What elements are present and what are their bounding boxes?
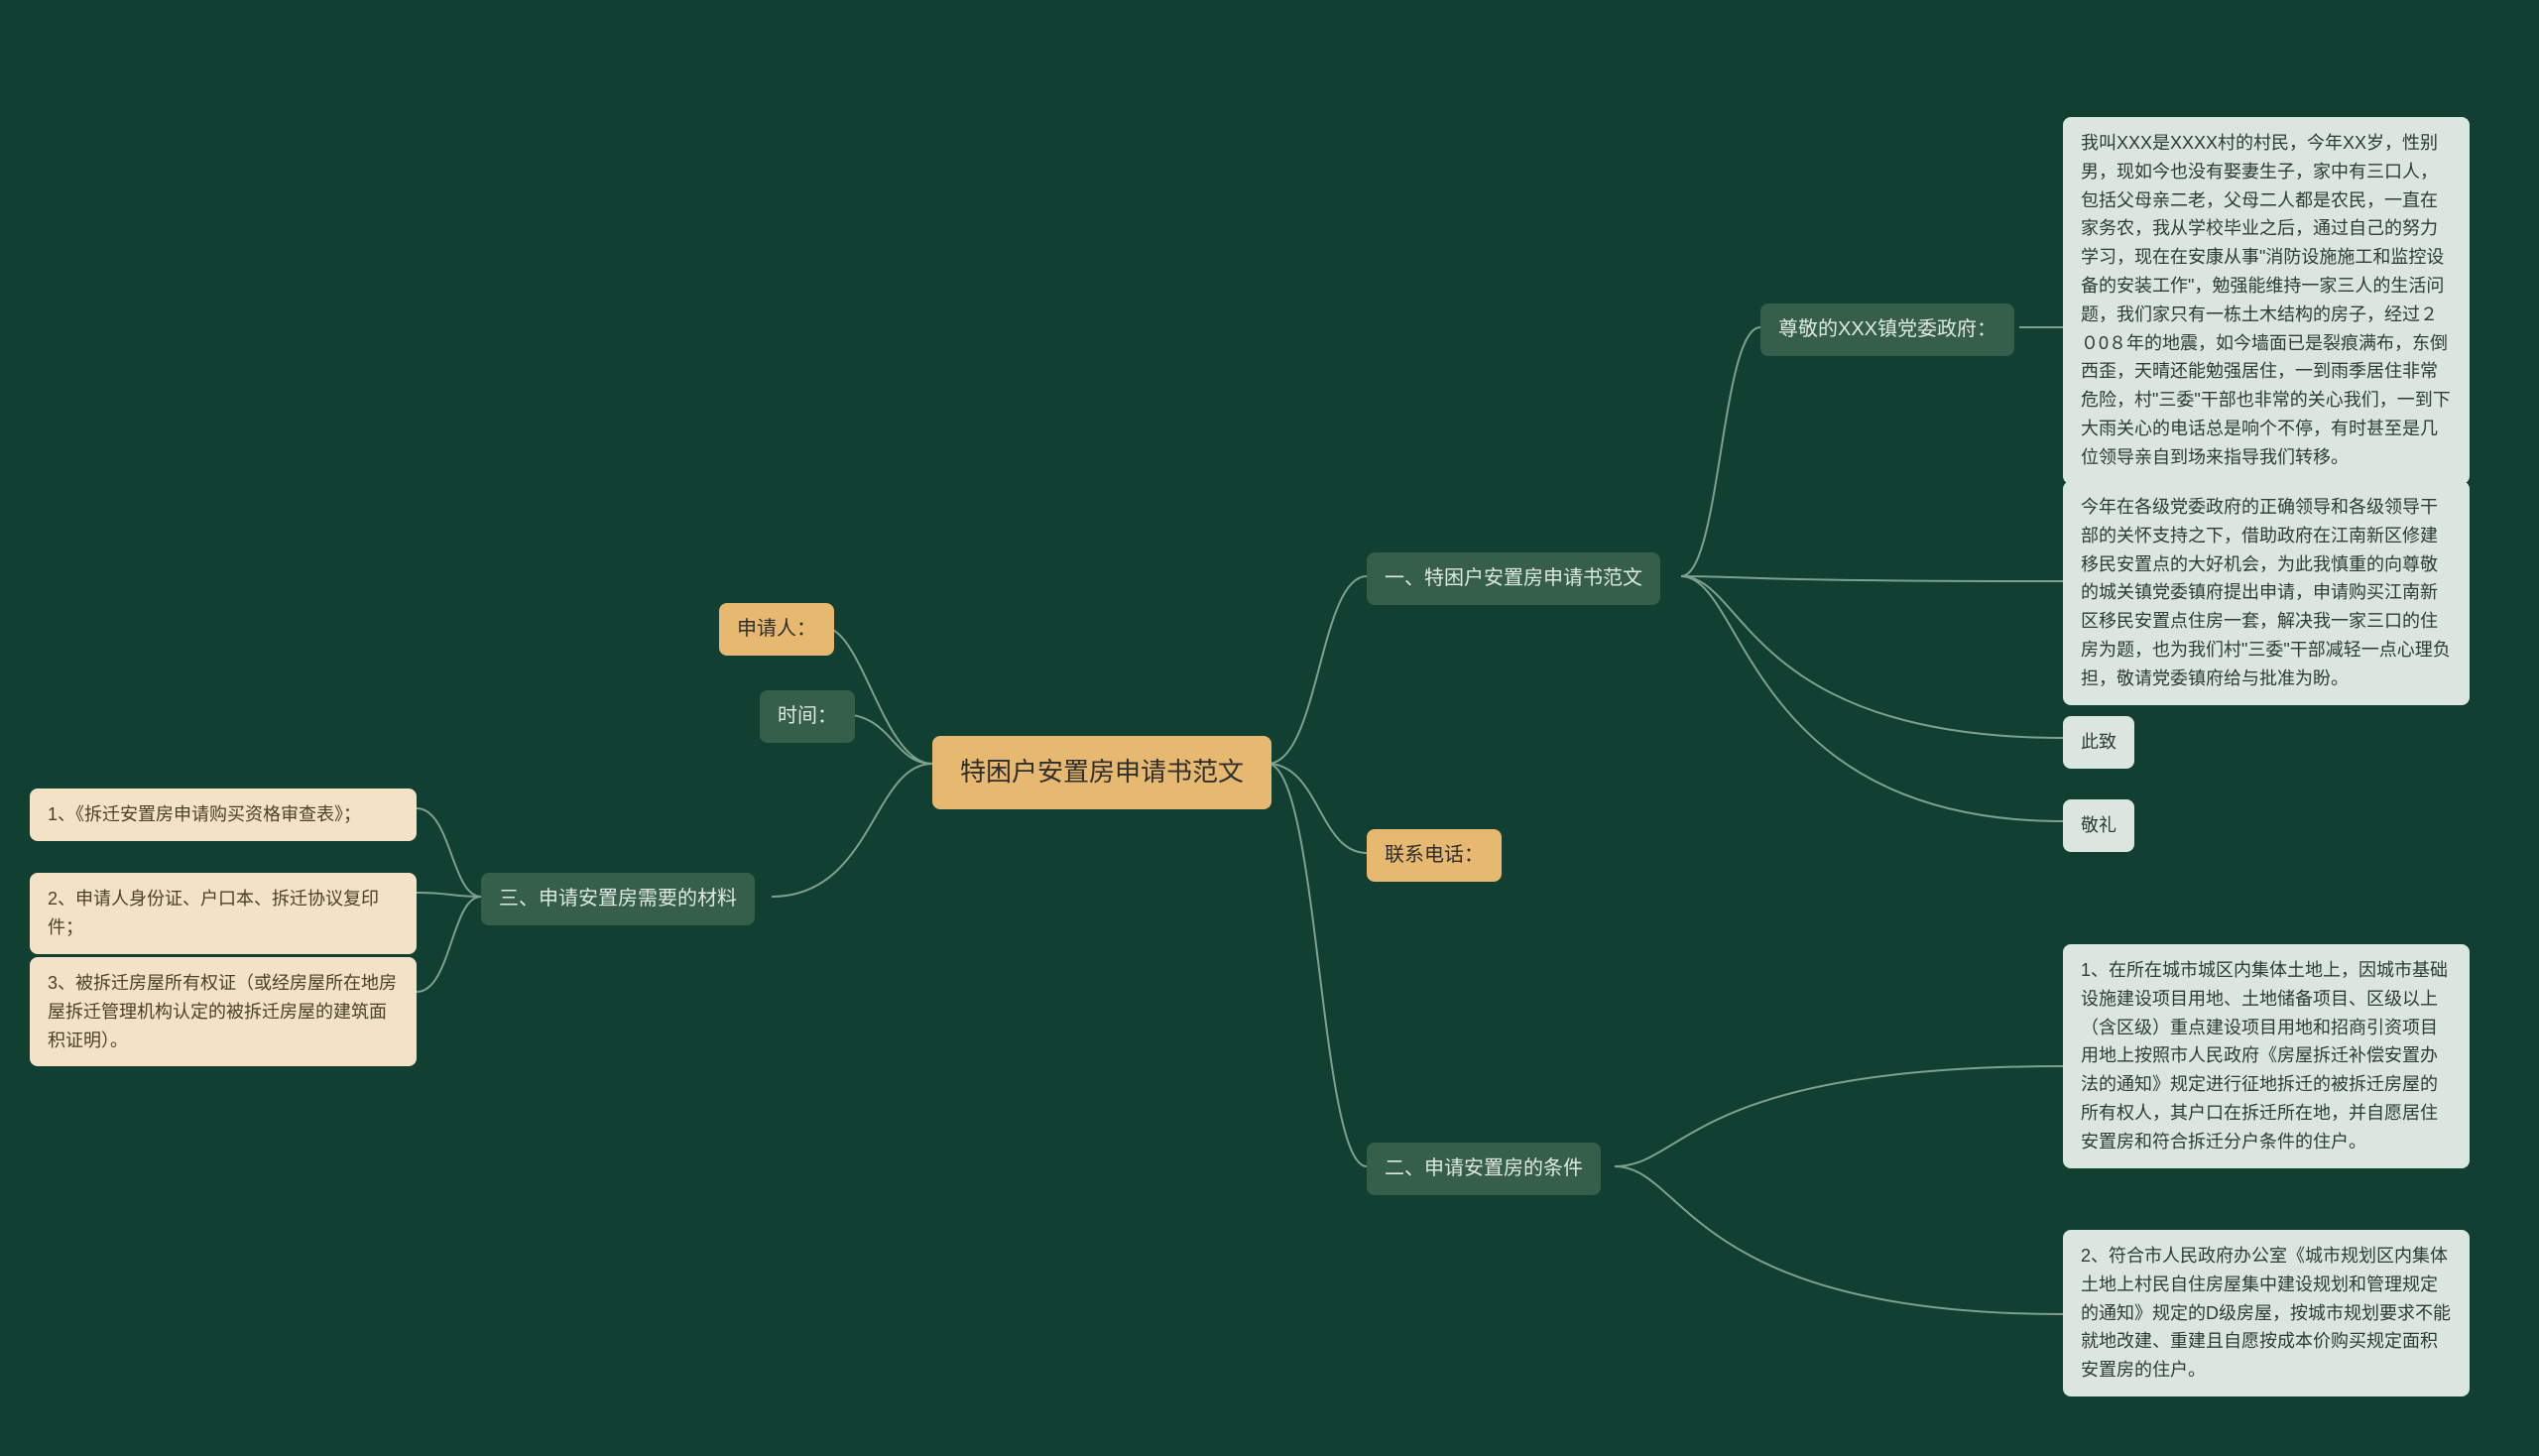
branch-section2: 二、申请安置房的条件: [1367, 1143, 1601, 1195]
materials-item-3: 3、被拆迁房屋所有权证（或经房屋所在地房屋拆迁管理机构认定的被拆迁房屋的建筑面积…: [30, 957, 417, 1066]
branch-materials: 三、申请安置房需要的材料: [481, 873, 755, 925]
section1-para2: 今年在各级党委政府的正确领导和各级领导干部的关怀支持之下，借助政府在江南新区修建…: [2063, 481, 2470, 705]
section1-para1: 我叫XXX是XXXX村的村民，今年XX岁，性别男，现如今也没有娶妻生子，家中有三…: [2063, 117, 2470, 484]
branch-section1: 一、特困户安置房申请书范文: [1367, 552, 1660, 605]
materials-item-1: 1、《拆迁安置房申请购买资格审查表》；: [30, 789, 417, 841]
section2-item-1: 1、在所在城市城区内集体土地上，因城市基础设施建设项目用地、土地储备项目、区级以…: [2063, 944, 2470, 1168]
branch-applicant: 申请人：: [719, 603, 834, 656]
greeting-node: 尊敬的XXX镇党委政府：: [1760, 303, 2014, 356]
branch-time: 时间：: [760, 690, 855, 743]
root-node: 特困户安置房申请书范文: [932, 736, 1271, 809]
section1-closing1: 此致: [2063, 716, 2134, 769]
branch-phone: 联系电话：: [1367, 829, 1502, 882]
section2-item-2: 2、符合市人民政府办公室《城市规划区内集体土地上村民自住房屋集中建设规划和管理规…: [2063, 1230, 2470, 1396]
section1-closing2: 敬礼: [2063, 799, 2134, 852]
materials-item-2: 2、申请人身份证、户口本、拆迁协议复印件；: [30, 873, 417, 954]
